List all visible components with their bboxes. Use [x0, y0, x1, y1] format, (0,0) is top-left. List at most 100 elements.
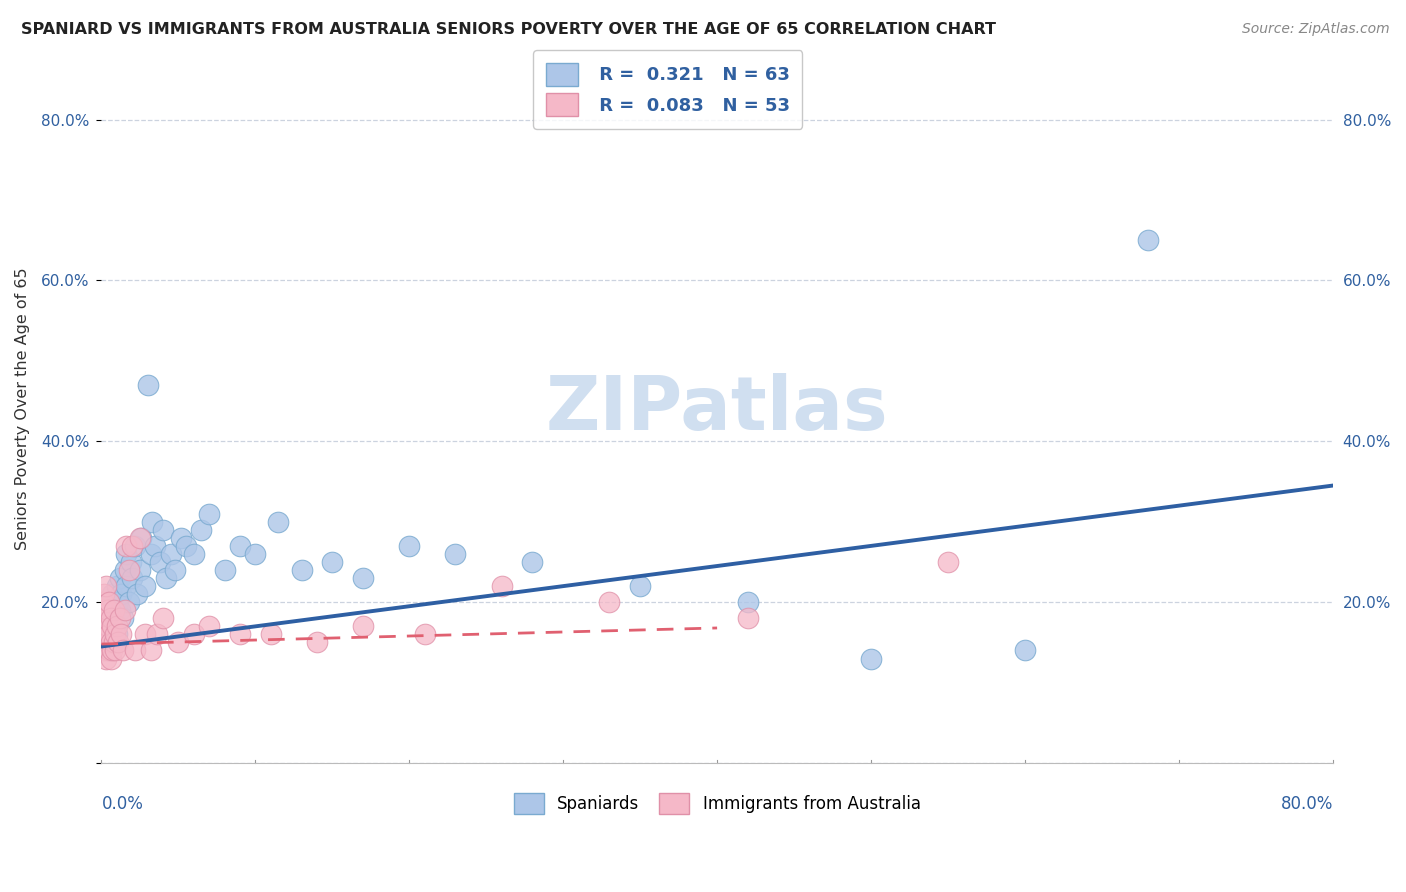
Point [110, 587, 132, 601]
Point [111, 643, 134, 657]
Point [100, 635, 122, 649]
Point [94, 635, 117, 649]
Legend: Spaniards, Immigrants from Australia: Spaniards, Immigrants from Australia [502, 780, 932, 826]
Point [522, 555, 544, 569]
Point [860, 651, 883, 665]
Point [139, 547, 162, 561]
Point [108, 603, 131, 617]
Point [93, 643, 115, 657]
Point [152, 523, 174, 537]
Point [110, 627, 132, 641]
Point [103, 627, 125, 641]
Point [91, 595, 114, 609]
Point [413, 627, 436, 641]
Point [100, 635, 122, 649]
Point [120, 555, 142, 569]
Point [93, 587, 115, 601]
Point [352, 571, 374, 585]
Point [124, 643, 146, 657]
Point [98, 627, 121, 641]
Point [103, 635, 125, 649]
Point [737, 595, 759, 609]
Point [91, 643, 114, 657]
Point [229, 539, 252, 553]
Point [108, 611, 131, 625]
Point [131, 531, 153, 545]
Point [101, 587, 124, 601]
Point [104, 627, 127, 641]
Point [737, 611, 759, 625]
Point [114, 603, 136, 617]
Point [152, 611, 174, 625]
Point [101, 619, 124, 633]
Point [321, 555, 343, 569]
Point [93, 603, 115, 617]
Point [114, 563, 136, 577]
Text: 80.0%: 80.0% [1281, 795, 1333, 813]
Point [121, 539, 143, 553]
Point [198, 507, 221, 521]
Point [94, 627, 117, 641]
Point [91, 611, 114, 625]
Point [267, 515, 290, 529]
Point [245, 547, 267, 561]
Point [93, 619, 115, 633]
Point [115, 539, 138, 553]
Point [118, 595, 141, 609]
Point [352, 619, 374, 633]
Point [107, 595, 129, 609]
Point [190, 523, 212, 537]
Point [124, 539, 146, 553]
Point [94, 611, 117, 625]
Point [229, 627, 252, 641]
Point [93, 619, 115, 633]
Point [260, 627, 283, 641]
Point [305, 635, 328, 649]
Point [103, 603, 125, 617]
Point [105, 579, 128, 593]
Point [146, 627, 169, 641]
Point [143, 539, 166, 553]
Point [491, 579, 513, 593]
Point [128, 531, 150, 545]
Point [103, 603, 125, 617]
Point [97, 619, 120, 633]
Point [174, 539, 197, 553]
Point [159, 547, 181, 561]
Point [93, 627, 115, 641]
Point [115, 547, 138, 561]
Text: ZIPatlas: ZIPatlas [546, 373, 889, 446]
Point [139, 643, 162, 657]
Point [1137, 233, 1160, 247]
Text: 0.0%: 0.0% [101, 795, 143, 813]
Point [155, 571, 177, 585]
Point [98, 643, 121, 657]
Y-axis label: Seniors Poverty Over the Age of 65: Seniors Poverty Over the Age of 65 [15, 268, 30, 550]
Point [104, 643, 127, 657]
Text: Source: ZipAtlas.com: Source: ZipAtlas.com [1241, 22, 1389, 37]
Text: SPANIARD VS IMMIGRANTS FROM AUSTRALIA SENIORS POVERTY OVER THE AGE OF 65 CORRELA: SPANIARD VS IMMIGRANTS FROM AUSTRALIA SE… [21, 22, 995, 37]
Point [290, 563, 312, 577]
Point [398, 539, 420, 553]
Point [97, 603, 120, 617]
Point [97, 643, 120, 657]
Point [134, 579, 156, 593]
Point [628, 579, 651, 593]
Point [198, 619, 221, 633]
Point [107, 635, 129, 649]
Point [165, 563, 187, 577]
Point [94, 611, 117, 625]
Point [125, 587, 148, 601]
Point [1014, 643, 1036, 657]
Point [183, 627, 205, 641]
Point [105, 619, 128, 633]
Point [104, 619, 127, 633]
Point [444, 547, 467, 561]
Point [167, 635, 190, 649]
Point [108, 571, 131, 585]
Point [141, 515, 163, 529]
Point [97, 635, 120, 649]
Point [598, 595, 620, 609]
Point [214, 563, 236, 577]
Point [98, 595, 121, 609]
